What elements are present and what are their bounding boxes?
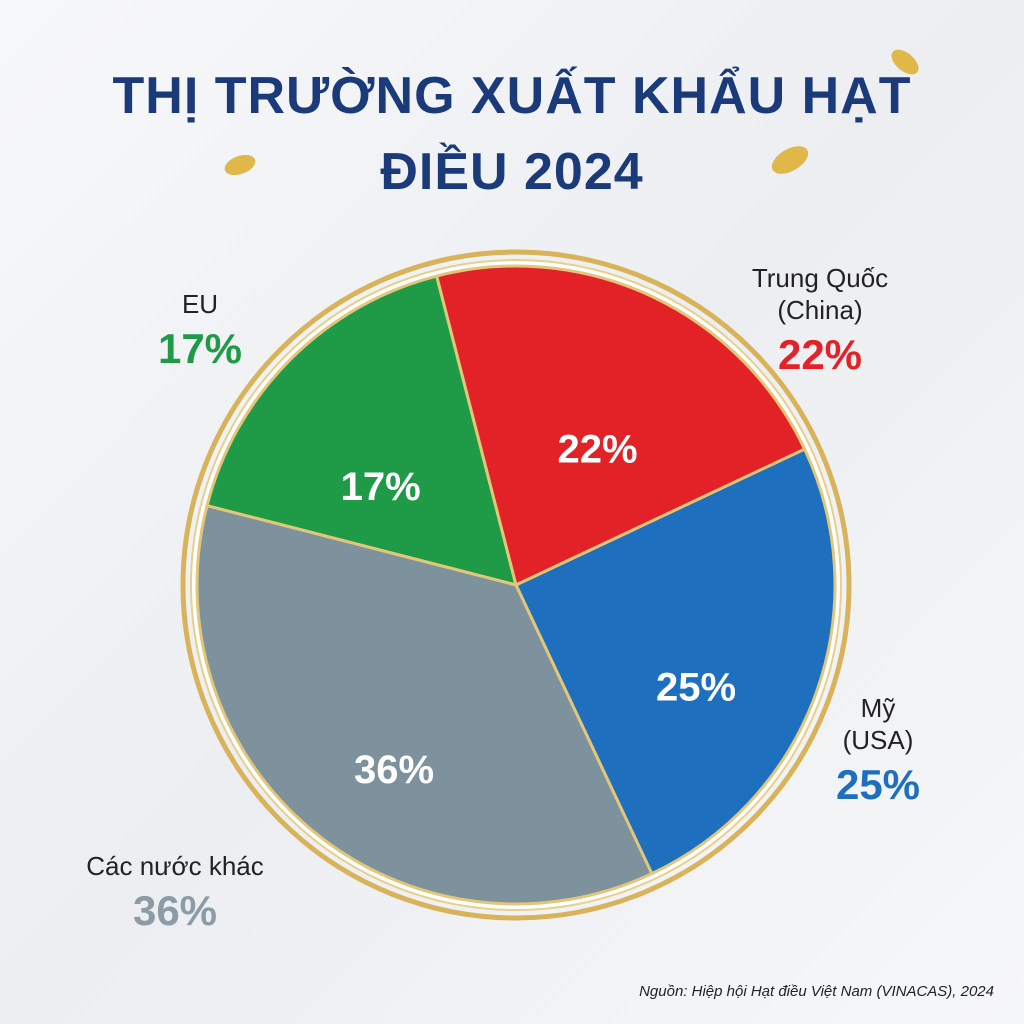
pie-slice (195, 503, 654, 906)
slice-label: 22% (557, 427, 637, 471)
decoration (771, 146, 809, 174)
category-label: Các nước khác (86, 851, 264, 881)
category-value: 25% (835, 761, 921, 808)
category-label: Mỹ (USA) (842, 693, 914, 755)
source-note: Nguồn: Hiệp hội Hạt điều Việt Nam (VINAC… (639, 983, 994, 1000)
slice-label: 36% (354, 748, 434, 792)
pie-slice (205, 274, 519, 588)
gold-ring (180, 249, 852, 921)
decoration (891, 49, 919, 75)
category-value: 36% (132, 887, 218, 934)
chart-title: THỊ TRƯỜNG XUẤT KHẨU HẠT ĐIỀU 2024 (112, 67, 912, 201)
pie-slice (434, 264, 807, 588)
decoration (224, 154, 256, 176)
pie-slice (514, 447, 837, 876)
slice-label: 25% (656, 665, 736, 709)
slice-label: 17% (341, 465, 421, 509)
category-value: 17% (157, 325, 243, 372)
category-label: EU (181, 289, 219, 319)
category-label: Trung Quốc (China) (751, 263, 889, 325)
category-value: 22% (777, 331, 863, 378)
